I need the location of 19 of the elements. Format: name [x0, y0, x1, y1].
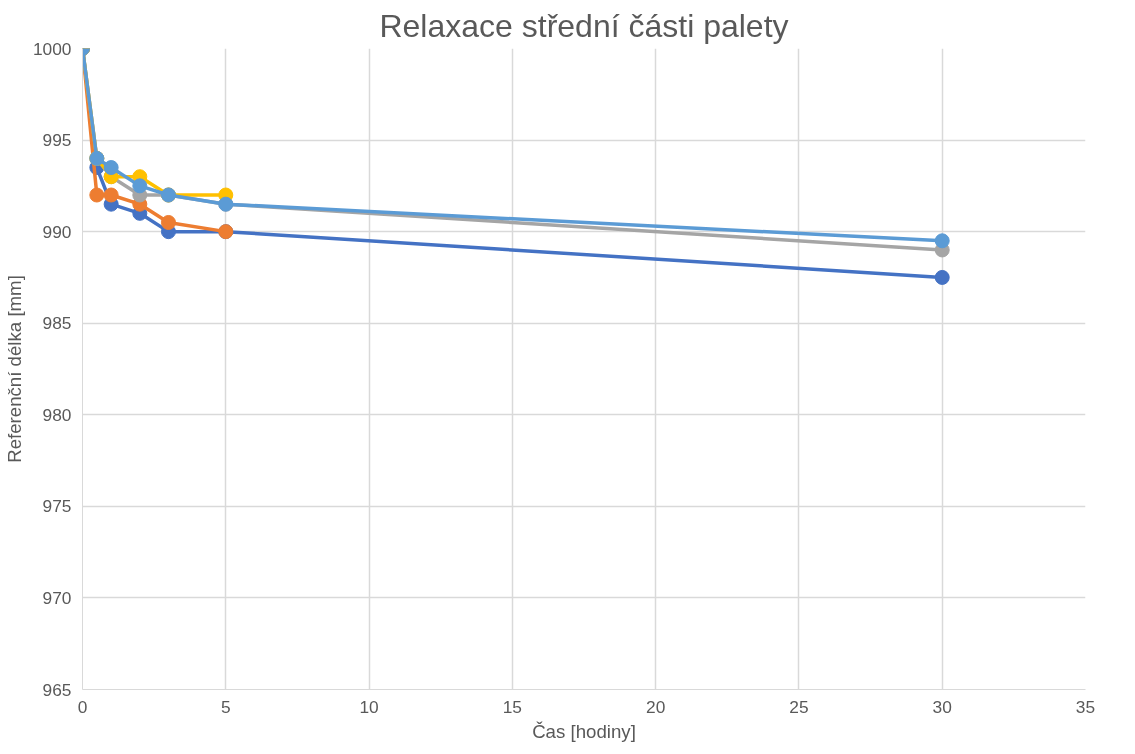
- x-tick-label: 35: [1075, 696, 1096, 717]
- y-tick-label: 975: [42, 496, 72, 517]
- x-tick-label: 25: [789, 696, 809, 717]
- x-tick-label: 30: [932, 696, 952, 717]
- y-tick-label: 980: [42, 404, 72, 425]
- y-tick-label: 970: [42, 587, 72, 608]
- x-tick-label: 10: [359, 696, 379, 717]
- y-tick-label: 965: [42, 679, 72, 700]
- chart-title: Relaxace střední části palety: [379, 7, 789, 44]
- y-tick-label: 1000: [32, 38, 72, 59]
- x-tick-label: 0: [77, 696, 88, 717]
- y-axis-title: Referenční délka [mm]: [3, 275, 25, 463]
- x-tick-label: 5: [220, 696, 231, 717]
- x-tick-label: 15: [502, 696, 522, 717]
- y-tick-label: 990: [42, 221, 72, 242]
- y-tick-label: 995: [42, 130, 72, 151]
- x-axis-title: Čas [hodiny]: [532, 720, 636, 742]
- y-tick-label: 985: [42, 313, 72, 334]
- x-tick-label: 20: [646, 696, 666, 717]
